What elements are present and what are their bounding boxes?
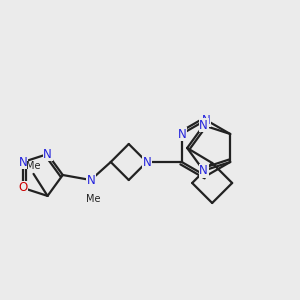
Text: N: N [142, 155, 151, 169]
Text: N: N [199, 164, 208, 177]
Text: N: N [177, 128, 186, 140]
Text: N: N [199, 119, 208, 132]
Text: Me: Me [26, 161, 41, 171]
Text: O: O [18, 182, 28, 194]
Text: N: N [19, 156, 27, 169]
Text: N: N [43, 148, 52, 160]
Text: N: N [86, 173, 95, 187]
Text: Me: Me [85, 194, 100, 204]
Text: N: N [202, 113, 210, 127]
